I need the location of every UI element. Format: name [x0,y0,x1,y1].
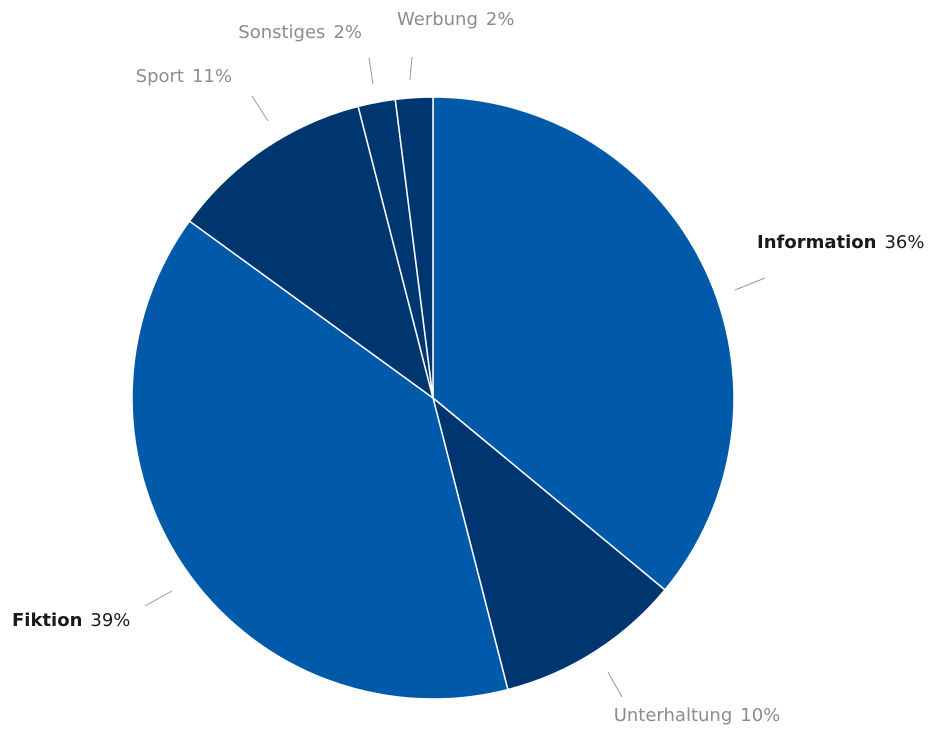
leader-line [734,277,766,291]
slice-label: Werbung 2% [397,9,514,30]
slice-value: 36% [884,232,924,253]
pie-slice [188,105,435,400]
slice-name: Unterhaltung [614,705,733,726]
slice-value: 10% [740,705,780,726]
slice-name: Fiktion [12,610,82,631]
slice-label: Unterhaltung 10% [614,705,781,726]
slice-label: Sonstiges 2% [238,22,362,43]
leader-line [144,590,173,607]
slice-value: 11% [192,66,232,87]
pie-slice [431,395,666,691]
pie-slice [131,220,509,700]
pie-slice [394,96,434,399]
slice-name: Information [757,232,876,253]
leader-line [607,671,623,698]
leader-line [368,57,374,85]
leader-line [409,56,413,81]
slice-label: Fiktion 39% [12,610,130,631]
slice-label: Information 36% [757,232,924,253]
leader-line [251,95,269,122]
slice-value: 2% [333,22,362,43]
slice-value: 2% [486,9,515,30]
slice-name: Werbung [397,9,478,30]
slice-name: Sport [136,66,184,87]
slice-label: Sport 11% [136,66,232,87]
slice-value: 39% [90,610,130,631]
pie-slice [432,96,735,591]
slice-name: Sonstiges [238,22,325,43]
